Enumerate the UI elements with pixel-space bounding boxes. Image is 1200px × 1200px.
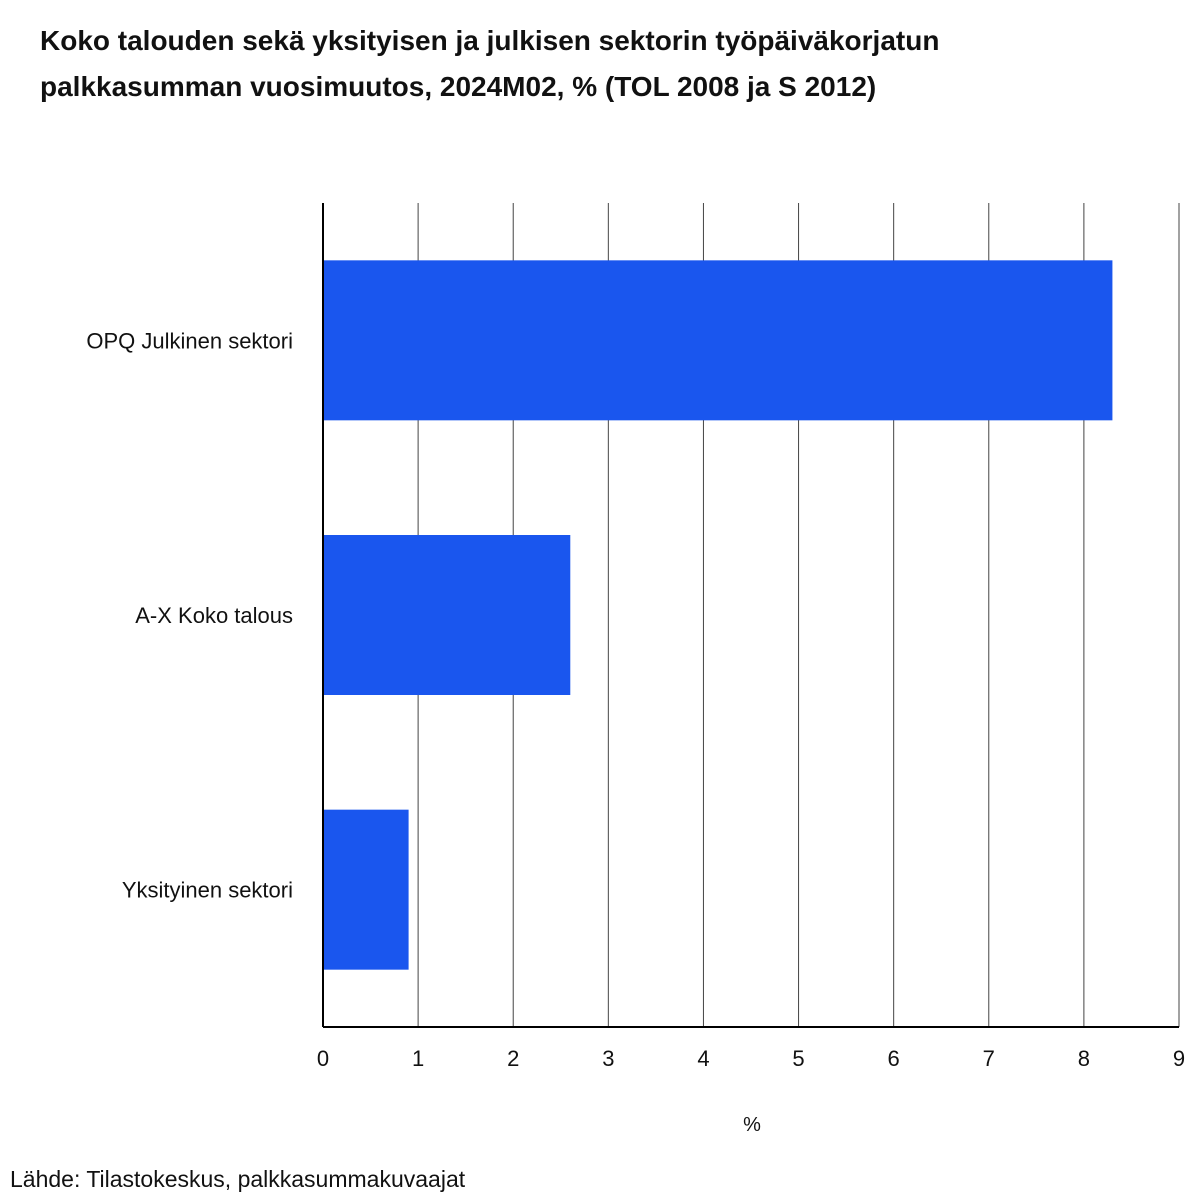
chart-title-line-2: palkkasumman vuosimuutos, 2024M02, % (TO… — [40, 71, 877, 102]
x-tick-label-2: 2 — [507, 1046, 519, 1071]
x-tick-label-1: 1 — [412, 1046, 424, 1071]
x-tick-label-9: 9 — [1173, 1046, 1185, 1071]
x-tick-label-7: 7 — [983, 1046, 995, 1071]
bars — [323, 260, 1113, 970]
axes — [322, 203, 1179, 1028]
x-tick-label-6: 6 — [888, 1046, 900, 1071]
bar-3 — [323, 809, 409, 970]
x-tick-label-3: 3 — [602, 1046, 614, 1071]
labels: 0 1 2 3 4 5 6 7 8 9 OPQ Julkinen sektori A-X Koko t… — [86, 328, 1185, 1071]
bar-2 — [323, 535, 571, 695]
bar-1 — [323, 260, 1113, 421]
x-axis-title: % — [743, 1114, 761, 1136]
x-tick-label-4: 4 — [697, 1046, 709, 1071]
category-label-2: A-X Koko talous — [135, 603, 293, 628]
category-label-1: OPQ Julkinen sektori — [86, 328, 293, 353]
x-tick-label-5: 5 — [792, 1046, 804, 1071]
source-note: Lähde: Tilastokeskus, palkkasummakuvaaja… — [10, 1166, 466, 1192]
bar-chart: 0 1 2 3 4 5 6 7 8 9 OPQ Julkinen sektori A-X Koko t… — [86, 203, 1185, 1136]
chart-title: Koko talouden sekä yksityisen ja julkise… — [40, 18, 1160, 110]
chart-title-line-1: Koko talouden sekä yksityisen ja julkise… — [40, 25, 940, 56]
x-tick-label-8: 8 — [1078, 1046, 1090, 1071]
category-label-3: Yksityinen sektori — [122, 878, 293, 903]
x-tick-label-0: 0 — [317, 1046, 329, 1071]
